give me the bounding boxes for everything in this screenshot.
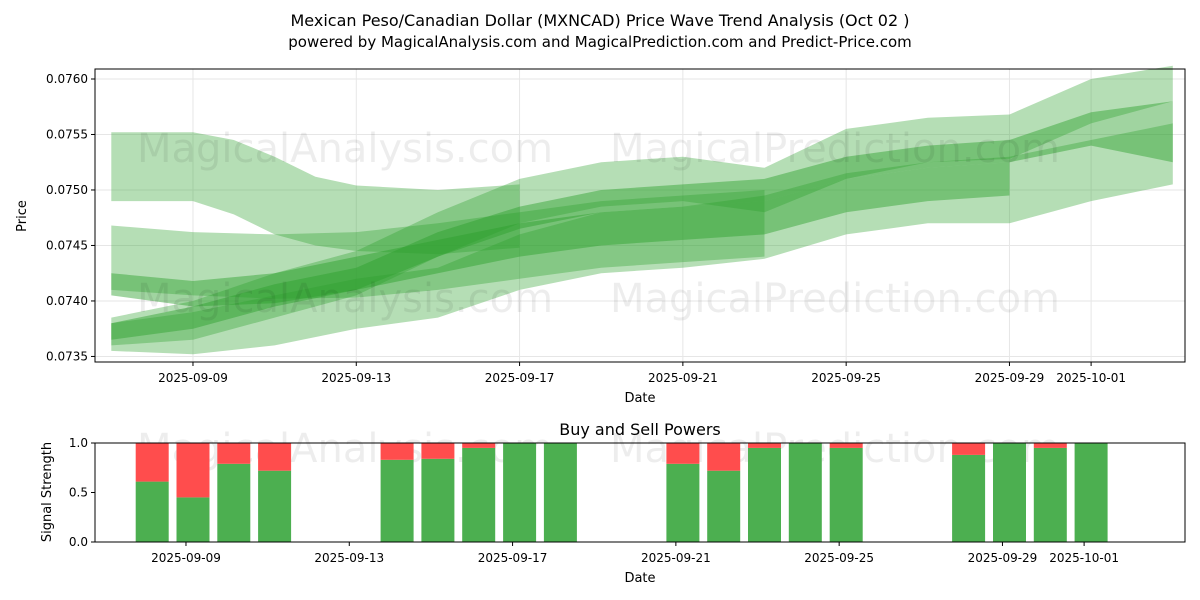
price-x-tick-label: 2025-09-21 [648,371,718,385]
buy-bar [543,443,577,542]
wave-band-2 [111,190,765,299]
price-x-axis: 2025-09-09 2025-09-13 2025-09-17 2025-09-21… [158,362,1126,385]
sell-bar [421,443,455,459]
power-x-tick-label: 2025-09-21 [641,551,711,565]
price-x-tick-label: 2025-09-13 [321,371,391,385]
sell-bar [829,443,863,448]
buy-bar [707,470,741,542]
sell-bar [380,443,414,460]
buy-bar [829,447,863,542]
sell-bar [462,443,496,448]
chart-title: Mexican Peso/Canadian Dollar (MXNCAD) Pr… [291,11,910,30]
buy-bar [258,470,292,542]
price-x-tick-label: 2025-09-17 [485,371,555,385]
buy-bar [421,458,455,542]
watermark-analysis-mid: MagicalAnalysis.com [137,276,553,322]
buy-bar [666,463,700,542]
price-y-tick-label: 0.0735 [46,349,88,363]
power-y-tick-label: 1.0 [69,436,88,450]
price-x-tick-label: 2025-10-01 [1056,371,1126,385]
sell-bar [176,443,210,498]
price-x-tick-label: 2025-09-09 [158,371,228,385]
power-bars [135,443,1108,542]
sell-bar [748,443,781,448]
buy-bar [217,463,251,542]
wave-band-1 [111,132,520,255]
wave-band-6 [111,101,1173,340]
price-wave-bands [111,65,1173,355]
price-grid [95,69,1185,362]
buy-bar [503,443,537,542]
watermark-analysis-top: MagicalAnalysis.com [137,126,553,172]
power-x-tick-label: 2025-09-17 [478,551,548,565]
buy-bar [176,497,210,542]
power-chart-title: Buy and Sell Powers [559,420,721,439]
price-y-axis: 0.0735 0.0740 0.0745 0.0750 0.0755 0.0760 [46,72,95,363]
power-y-axis: 0.0 0.5 1.0 [69,436,95,549]
power-y-tick-label: 0.0 [69,535,88,549]
buy-bar [1033,447,1067,542]
sell-bar [952,443,986,455]
power-x-tick-label: 2025-09-09 [151,551,221,565]
sell-bar [258,443,292,471]
price-plot-frame [94,68,1186,363]
buy-bar [1074,443,1108,542]
sell-bar [666,443,700,464]
price-x-label: Date [624,391,655,406]
wave-band-4 [111,123,1173,355]
buy-bar [462,447,496,542]
price-y-tick-label: 0.0740 [46,294,88,308]
power-x-tick-label: 2025-09-25 [804,551,874,565]
power-x-tick-label: 2025-10-01 [1049,551,1119,565]
sell-bar [707,443,741,471]
price-y-tick-label: 0.0745 [46,238,88,252]
power-y-tick-label: 0.5 [69,486,88,500]
sell-bar [1033,443,1067,448]
buy-bar [952,454,986,542]
watermark-prediction-mid: MagicalPrediction.com [610,276,1060,322]
price-y-label: Price [15,200,30,232]
power-x-tick-label: 2025-09-13 [314,551,384,565]
buy-bar [788,443,822,542]
power-x-label: Date [624,571,655,586]
power-x-axis: 2025-09-09 2025-09-13 2025-09-17 2025-09-21… [151,542,1119,565]
price-x-tick-label: 2025-09-29 [975,371,1045,385]
watermark-prediction-top: MagicalPrediction.com [610,126,1060,172]
price-y-tick-label: 0.0755 [46,127,88,141]
buy-bar [135,481,169,542]
sell-bar [217,443,251,464]
power-x-tick-label: 2025-09-29 [968,551,1038,565]
buy-bar [993,443,1026,542]
chart-subtitle: powered by MagicalAnalysis.com and Magic… [288,33,912,51]
sell-bar [135,443,169,482]
wave-band-3 [111,162,1010,307]
power-y-label: Signal Strength [40,442,55,542]
buy-bar [748,447,781,542]
price-y-tick-label: 0.0760 [46,72,88,86]
buy-bar [380,459,414,542]
price-watermarks: MagicalAnalysis.com MagicalPrediction.co… [137,126,1060,322]
price-y-tick-label: 0.0750 [46,183,88,197]
price-x-tick-label: 2025-09-25 [811,371,881,385]
wave-band-5 [111,65,1173,346]
